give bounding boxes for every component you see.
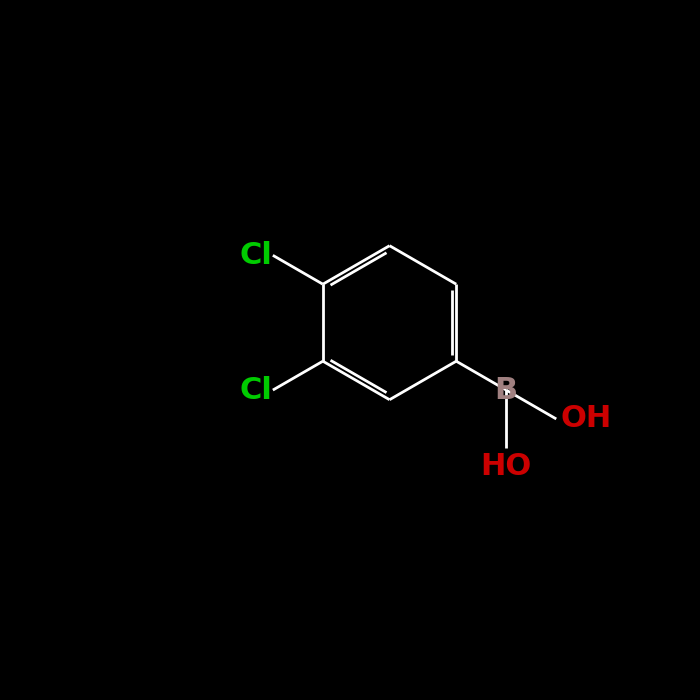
Text: OH: OH [560, 405, 611, 433]
Text: Cl: Cl [240, 241, 273, 270]
Text: B: B [495, 376, 518, 405]
Text: Cl: Cl [240, 376, 273, 405]
Text: HO: HO [481, 452, 532, 481]
